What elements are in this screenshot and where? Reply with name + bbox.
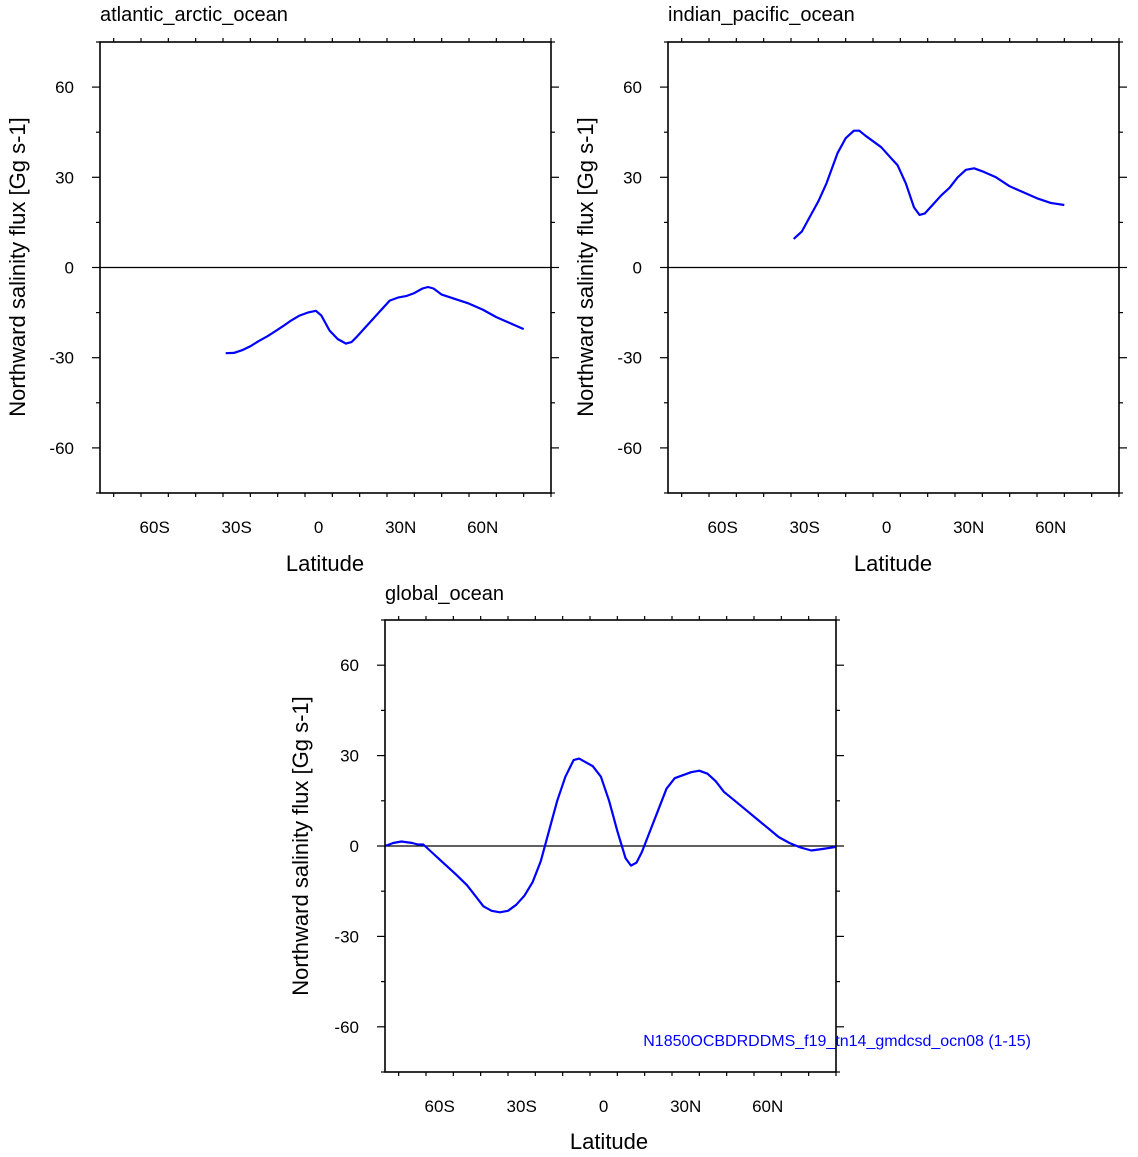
plot-frame [667, 41, 1120, 494]
panel-title: atlantic_arctic_ocean [100, 4, 288, 26]
panel-atlantic-arctic-ocean: atlantic_arctic_ocean -60 -30 0 30 60 60S 30S… [5, 4, 559, 576]
x-axis-label: Latitude [854, 551, 932, 576]
x-tick-label: 30S [790, 518, 820, 537]
panel-global-ocean: global_ocean -60 -30 0 30 60 60S 30S 0 30N 60N N… [288, 583, 1031, 1154]
x-axis-label: Latitude [570, 1129, 648, 1154]
y-tick-label: -60 [617, 439, 642, 458]
x-tick-label: 30N [670, 1097, 701, 1116]
y-tick-label: 0 [65, 259, 74, 278]
x-tick-labels: 60S 30S 0 30N 60N [140, 518, 499, 537]
x-tick-labels: 60S 30S 0 30N 60N [425, 1097, 784, 1116]
y-tick-label: 30 [340, 747, 359, 766]
x-tick-labels: 60S 30S 0 30N 60N [708, 518, 1067, 537]
y-tick-label: 60 [55, 78, 74, 97]
y-tick-label: -60 [49, 439, 74, 458]
y-tick-labels: -60 -30 0 30 60 [617, 78, 642, 458]
y-tick-label: 0 [633, 259, 642, 278]
y-tick-label: -30 [617, 349, 642, 368]
x-tick-label: 30S [507, 1097, 537, 1116]
panel-title: indian_pacific_ocean [668, 4, 855, 26]
y-axis-label: Northward salinity flux [Gg s-1] [573, 117, 598, 417]
series-line [225, 285, 525, 355]
x-tick-label: 60S [708, 518, 738, 537]
y-tick-label: -30 [334, 927, 359, 946]
y-tick-labels: -60 -30 0 30 60 [334, 656, 359, 1037]
x-tick-label: 60S [425, 1097, 455, 1116]
y-tick-label: 60 [340, 656, 359, 675]
plot-frame [384, 619, 837, 1073]
y-axis-label: Northward salinity flux [Gg s-1] [5, 117, 30, 417]
y-axis-label: Northward salinity flux [Gg s-1] [288, 696, 313, 996]
y-tick-label: 60 [623, 78, 642, 97]
panel-indian-pacific-ocean: indian_pacific_ocean -60 -30 0 30 60 60S 30S 0… [573, 4, 1127, 576]
x-tick-label: 60N [467, 518, 498, 537]
run-annotation: N1850OCBDRDDMS_f19_tn14_gmdcsd_ocn08 (1-… [643, 1033, 1031, 1050]
x-tick-label: 0 [882, 518, 891, 537]
x-tick-label: 60N [1035, 518, 1066, 537]
y-tick-label: 30 [623, 168, 642, 187]
x-tick-label: 0 [599, 1097, 608, 1116]
series-line [384, 757, 837, 914]
y-tick-label: 0 [350, 837, 359, 856]
x-tick-label: 30N [385, 518, 416, 537]
plot-frame [99, 41, 552, 494]
panel-title: global_ocean [385, 583, 504, 605]
x-tick-label: 30N [953, 518, 984, 537]
x-tick-label: 0 [314, 518, 323, 537]
y-tick-label: 30 [55, 168, 74, 187]
x-tick-label: 30S [222, 518, 252, 537]
x-axis-label: Latitude [286, 551, 364, 576]
y-tick-labels: -60 -30 0 30 60 [49, 78, 74, 458]
x-tick-label: 60N [752, 1097, 783, 1116]
y-tick-label: -60 [334, 1018, 359, 1037]
series-line [792, 129, 1065, 240]
y-tick-label: -30 [49, 349, 74, 368]
x-tick-label: 60S [140, 518, 170, 537]
